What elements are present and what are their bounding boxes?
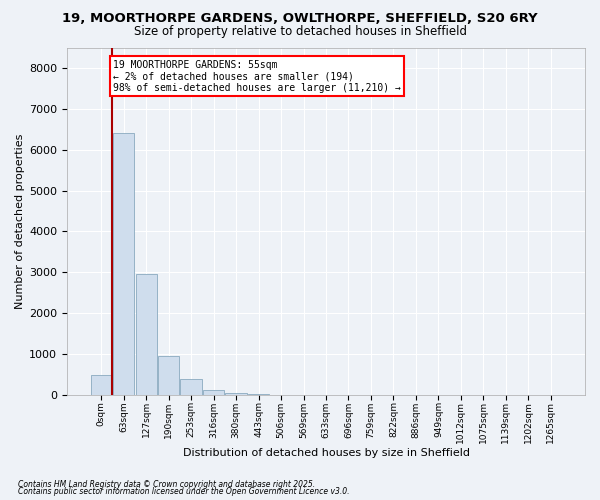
Y-axis label: Number of detached properties: Number of detached properties [15,134,25,309]
Text: Contains public sector information licensed under the Open Government Licence v3: Contains public sector information licen… [18,488,349,496]
Text: 19 MOORTHORPE GARDENS: 55sqm
← 2% of detached houses are smaller (194)
98% of se: 19 MOORTHORPE GARDENS: 55sqm ← 2% of det… [113,60,401,93]
Bar [91,376,112,395]
Text: Contains HM Land Registry data © Crown copyright and database right 2025.: Contains HM Land Registry data © Crown c… [18,480,315,489]
X-axis label: Distribution of detached houses by size in Sheffield: Distribution of detached houses by size … [182,448,470,458]
Bar [181,380,202,395]
Text: 19, MOORTHORPE GARDENS, OWLTHORPE, SHEFFIELD, S20 6RY: 19, MOORTHORPE GARDENS, OWLTHORPE, SHEFF… [62,12,538,24]
Bar [203,390,224,395]
Text: Size of property relative to detached houses in Sheffield: Size of property relative to detached ho… [133,25,467,38]
Bar [136,274,157,395]
Bar [113,134,134,395]
Bar [226,392,247,395]
Bar [248,394,269,395]
Bar [158,356,179,395]
